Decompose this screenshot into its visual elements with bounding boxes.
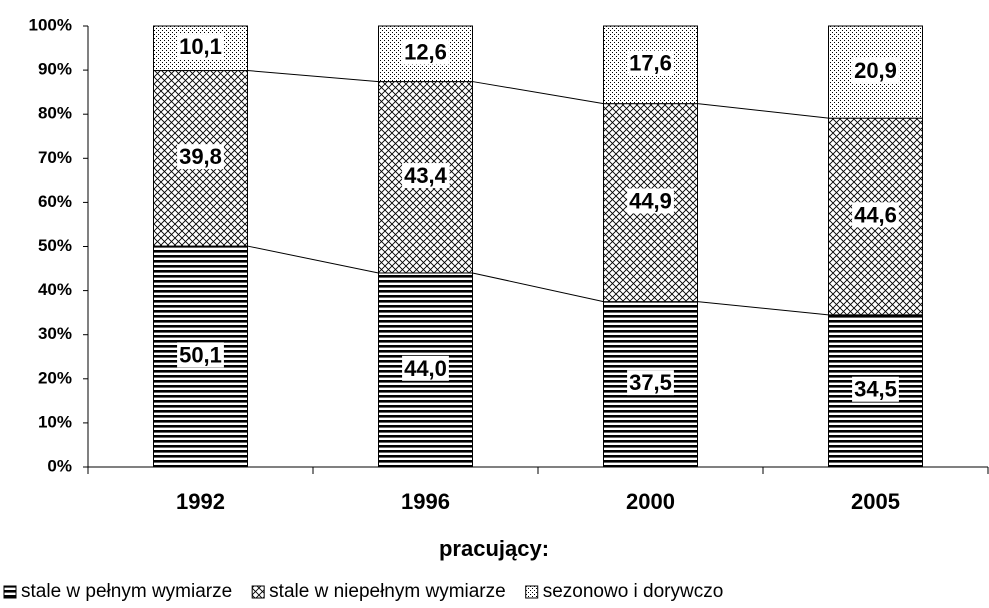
- value-label: 20,9: [854, 58, 897, 83]
- value-label-bg: [852, 376, 899, 402]
- y-tick-label: 50%: [38, 236, 72, 255]
- series-line: [247, 70, 379, 83]
- bar-segment: [153, 25, 248, 72]
- y-tick-label: 30%: [38, 324, 72, 343]
- legend-label: sezonowo i dorywczo: [543, 581, 724, 602]
- value-label: 17,6: [629, 51, 672, 76]
- y-tick-label: 20%: [38, 368, 72, 387]
- x-tick-label: 2005: [851, 489, 900, 514]
- legend-swatch: [251, 585, 265, 599]
- y-tick-label: 80%: [38, 104, 72, 123]
- x-axis-label: pracujący:: [439, 536, 549, 561]
- value-label: 39,8: [179, 144, 222, 169]
- value-label-bg: [627, 370, 674, 396]
- y-tick-label: 100%: [29, 15, 72, 34]
- value-label-bg: [402, 163, 450, 189]
- y-tick-label: 40%: [38, 280, 72, 299]
- x-tick-label: 1996: [401, 489, 450, 514]
- y-tick-label: 0%: [47, 456, 72, 475]
- value-label-bg: [627, 50, 674, 76]
- series-line: [247, 245, 379, 274]
- value-label: 37,5: [629, 370, 672, 395]
- y-tick-label: 60%: [38, 192, 72, 211]
- legend-label: stale w pełnym wymiarze: [21, 581, 232, 602]
- x-tick-label: 1992: [176, 489, 225, 514]
- value-label-bg: [402, 355, 449, 381]
- value-label-bg: [177, 144, 224, 170]
- value-label: 44,6: [854, 202, 897, 227]
- series-line: [472, 81, 604, 105]
- legend-label: stale w niepełnym wymiarze: [269, 581, 506, 602]
- value-label-bg: [402, 39, 449, 65]
- value-label-bg: [852, 57, 899, 83]
- value-label-bg: [852, 202, 899, 228]
- legend-swatch: [525, 585, 539, 599]
- series-line: [472, 272, 604, 303]
- value-label: 50,1: [179, 342, 222, 367]
- x-tick-label: 2000: [626, 489, 675, 514]
- series-line: [697, 103, 829, 119]
- value-label: 12,6: [404, 40, 447, 65]
- value-label: 43,4: [404, 163, 448, 188]
- value-label-bg: [177, 34, 224, 60]
- y-tick-label: 70%: [38, 148, 72, 167]
- value-label: 44,0: [404, 356, 447, 381]
- bar-segment: [378, 81, 473, 274]
- y-tick-label: 10%: [38, 412, 72, 431]
- y-tick-label: 90%: [38, 60, 72, 79]
- value-label-bg: [177, 342, 224, 368]
- bar-segment: [828, 314, 923, 468]
- legend-swatch: [3, 585, 17, 599]
- value-label: 34,5: [854, 377, 897, 402]
- value-label: 10,1: [179, 34, 222, 59]
- value-label-bg: [627, 188, 674, 214]
- value-label: 44,9: [629, 188, 672, 213]
- series-line: [697, 301, 829, 316]
